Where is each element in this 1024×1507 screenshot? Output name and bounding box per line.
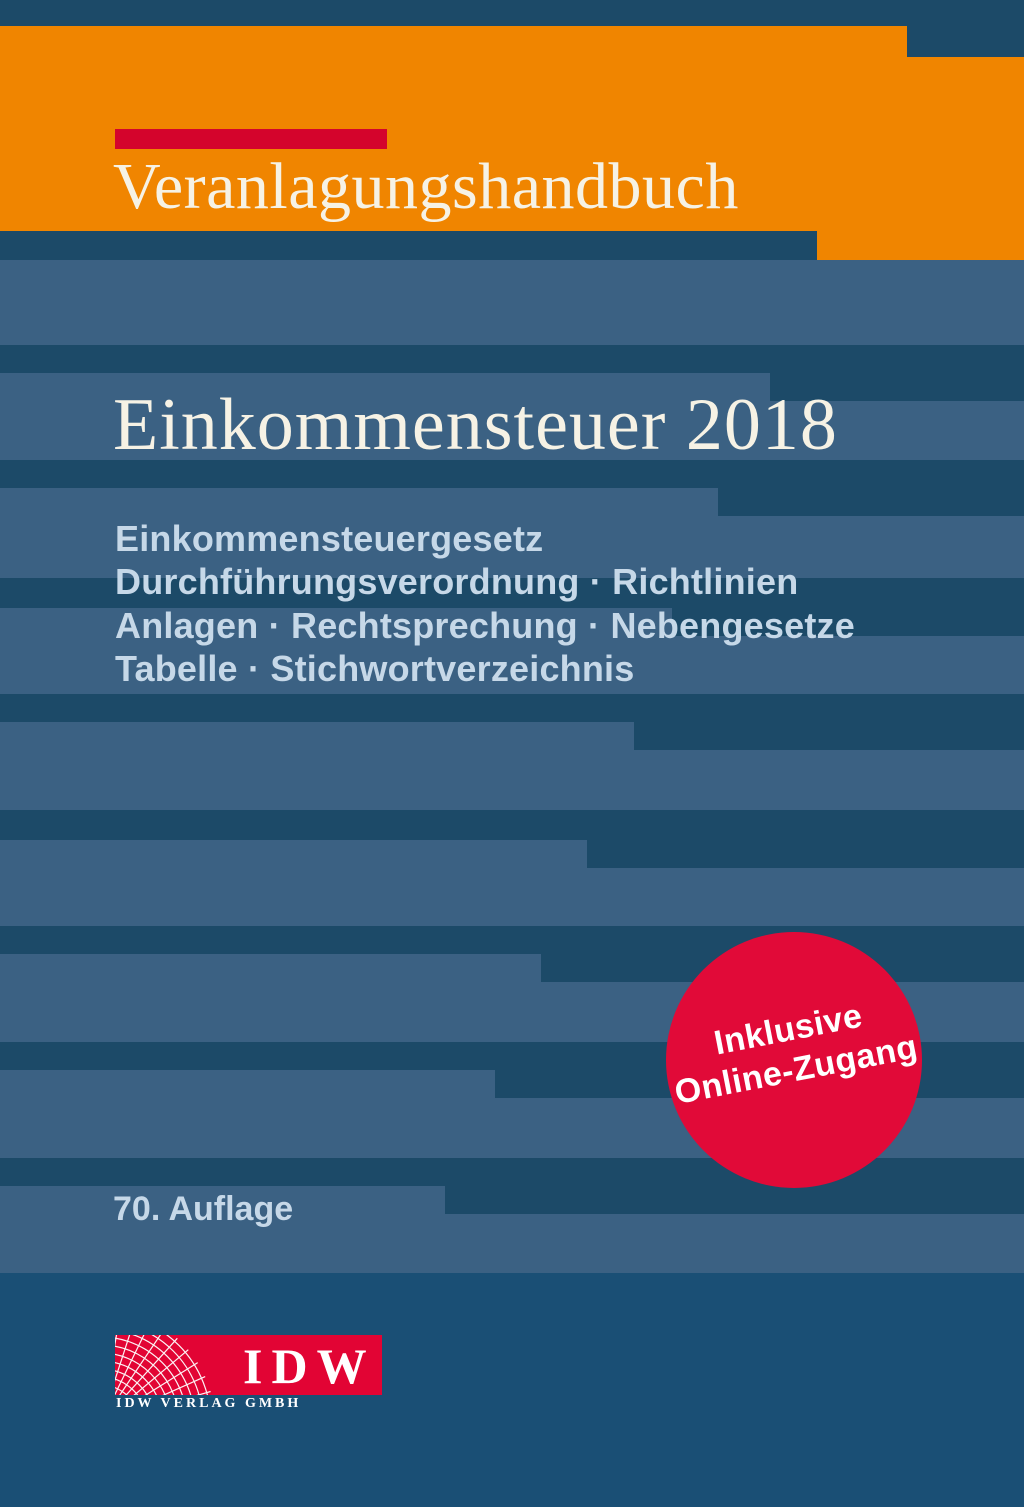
background-stripe	[587, 840, 1024, 868]
background-stripe	[672, 608, 1024, 636]
subtitle-block: Einkommensteuergesetz Durchführungsveror…	[115, 517, 855, 691]
edition-label: 70. Auflage	[113, 1190, 294, 1228]
background-stripe	[0, 926, 1024, 954]
top-bar	[0, 0, 1024, 26]
background-stripe	[0, 694, 1024, 722]
publisher-logo-text: IDW	[243, 1338, 376, 1394]
book-title: Einkommensteuer 2018	[113, 384, 838, 466]
subtitle-line: Anlagen · Rechtsprechung · Nebengesetze	[115, 604, 855, 646]
orange-header-block	[0, 26, 1024, 231]
subtitle-line: Einkommensteuergesetz	[115, 518, 544, 559]
background-stripe	[634, 722, 1024, 750]
series-title: Veranlagungshandbuch	[113, 150, 739, 223]
background-stripe	[0, 460, 1024, 488]
background-stripe	[0, 810, 1024, 840]
background-stripe	[0, 578, 1024, 608]
publisher-name: IDW VERLAG GMBH	[116, 1396, 302, 1411]
publisher-logo: IDW	[115, 1335, 382, 1395]
red-accent-bar	[115, 129, 387, 149]
background-stripe	[718, 488, 1024, 516]
online-access-badge: Inklusive Online-Zugang	[666, 932, 922, 1188]
background-stripe	[770, 373, 1024, 401]
orange-header-notch	[907, 0, 1024, 57]
background-stripe	[0, 345, 1024, 373]
background-stripe	[445, 1186, 1024, 1214]
subtitle-line: Durchführungsverordnung · Richtlinien	[115, 561, 799, 603]
background-stripe	[0, 231, 817, 260]
subtitle-line: Tabelle · Stichwortverzeichnis	[115, 648, 635, 690]
online-access-badge-text: Inklusive Online-Zugang	[663, 986, 920, 1114]
globe-grid-icon	[115, 1335, 211, 1395]
orange-header-step	[817, 231, 1024, 260]
